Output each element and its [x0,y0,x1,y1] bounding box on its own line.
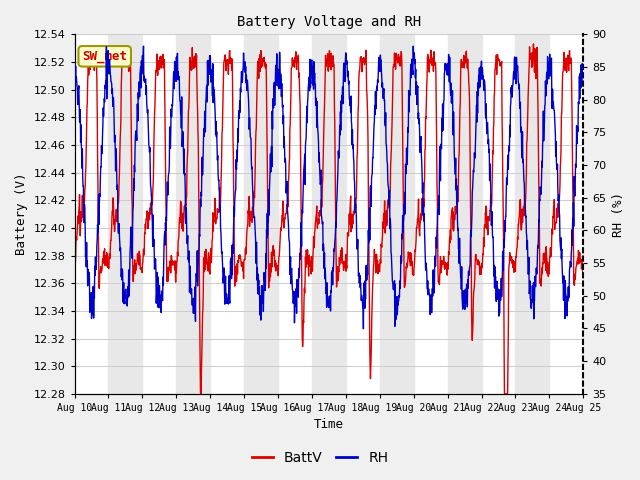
Bar [447,35,481,394]
Bar [312,35,346,394]
Bar [380,35,413,394]
Bar [515,35,549,394]
X-axis label: Time: Time [314,419,344,432]
Bar [109,35,143,394]
Y-axis label: RH (%): RH (%) [612,192,625,237]
Text: SW_met: SW_met [82,50,127,63]
Bar [244,35,278,394]
Legend: BattV, RH: BattV, RH [246,445,394,471]
Y-axis label: Battery (V): Battery (V) [15,173,28,255]
Title: Battery Voltage and RH: Battery Voltage and RH [237,15,421,29]
Bar [177,35,210,394]
